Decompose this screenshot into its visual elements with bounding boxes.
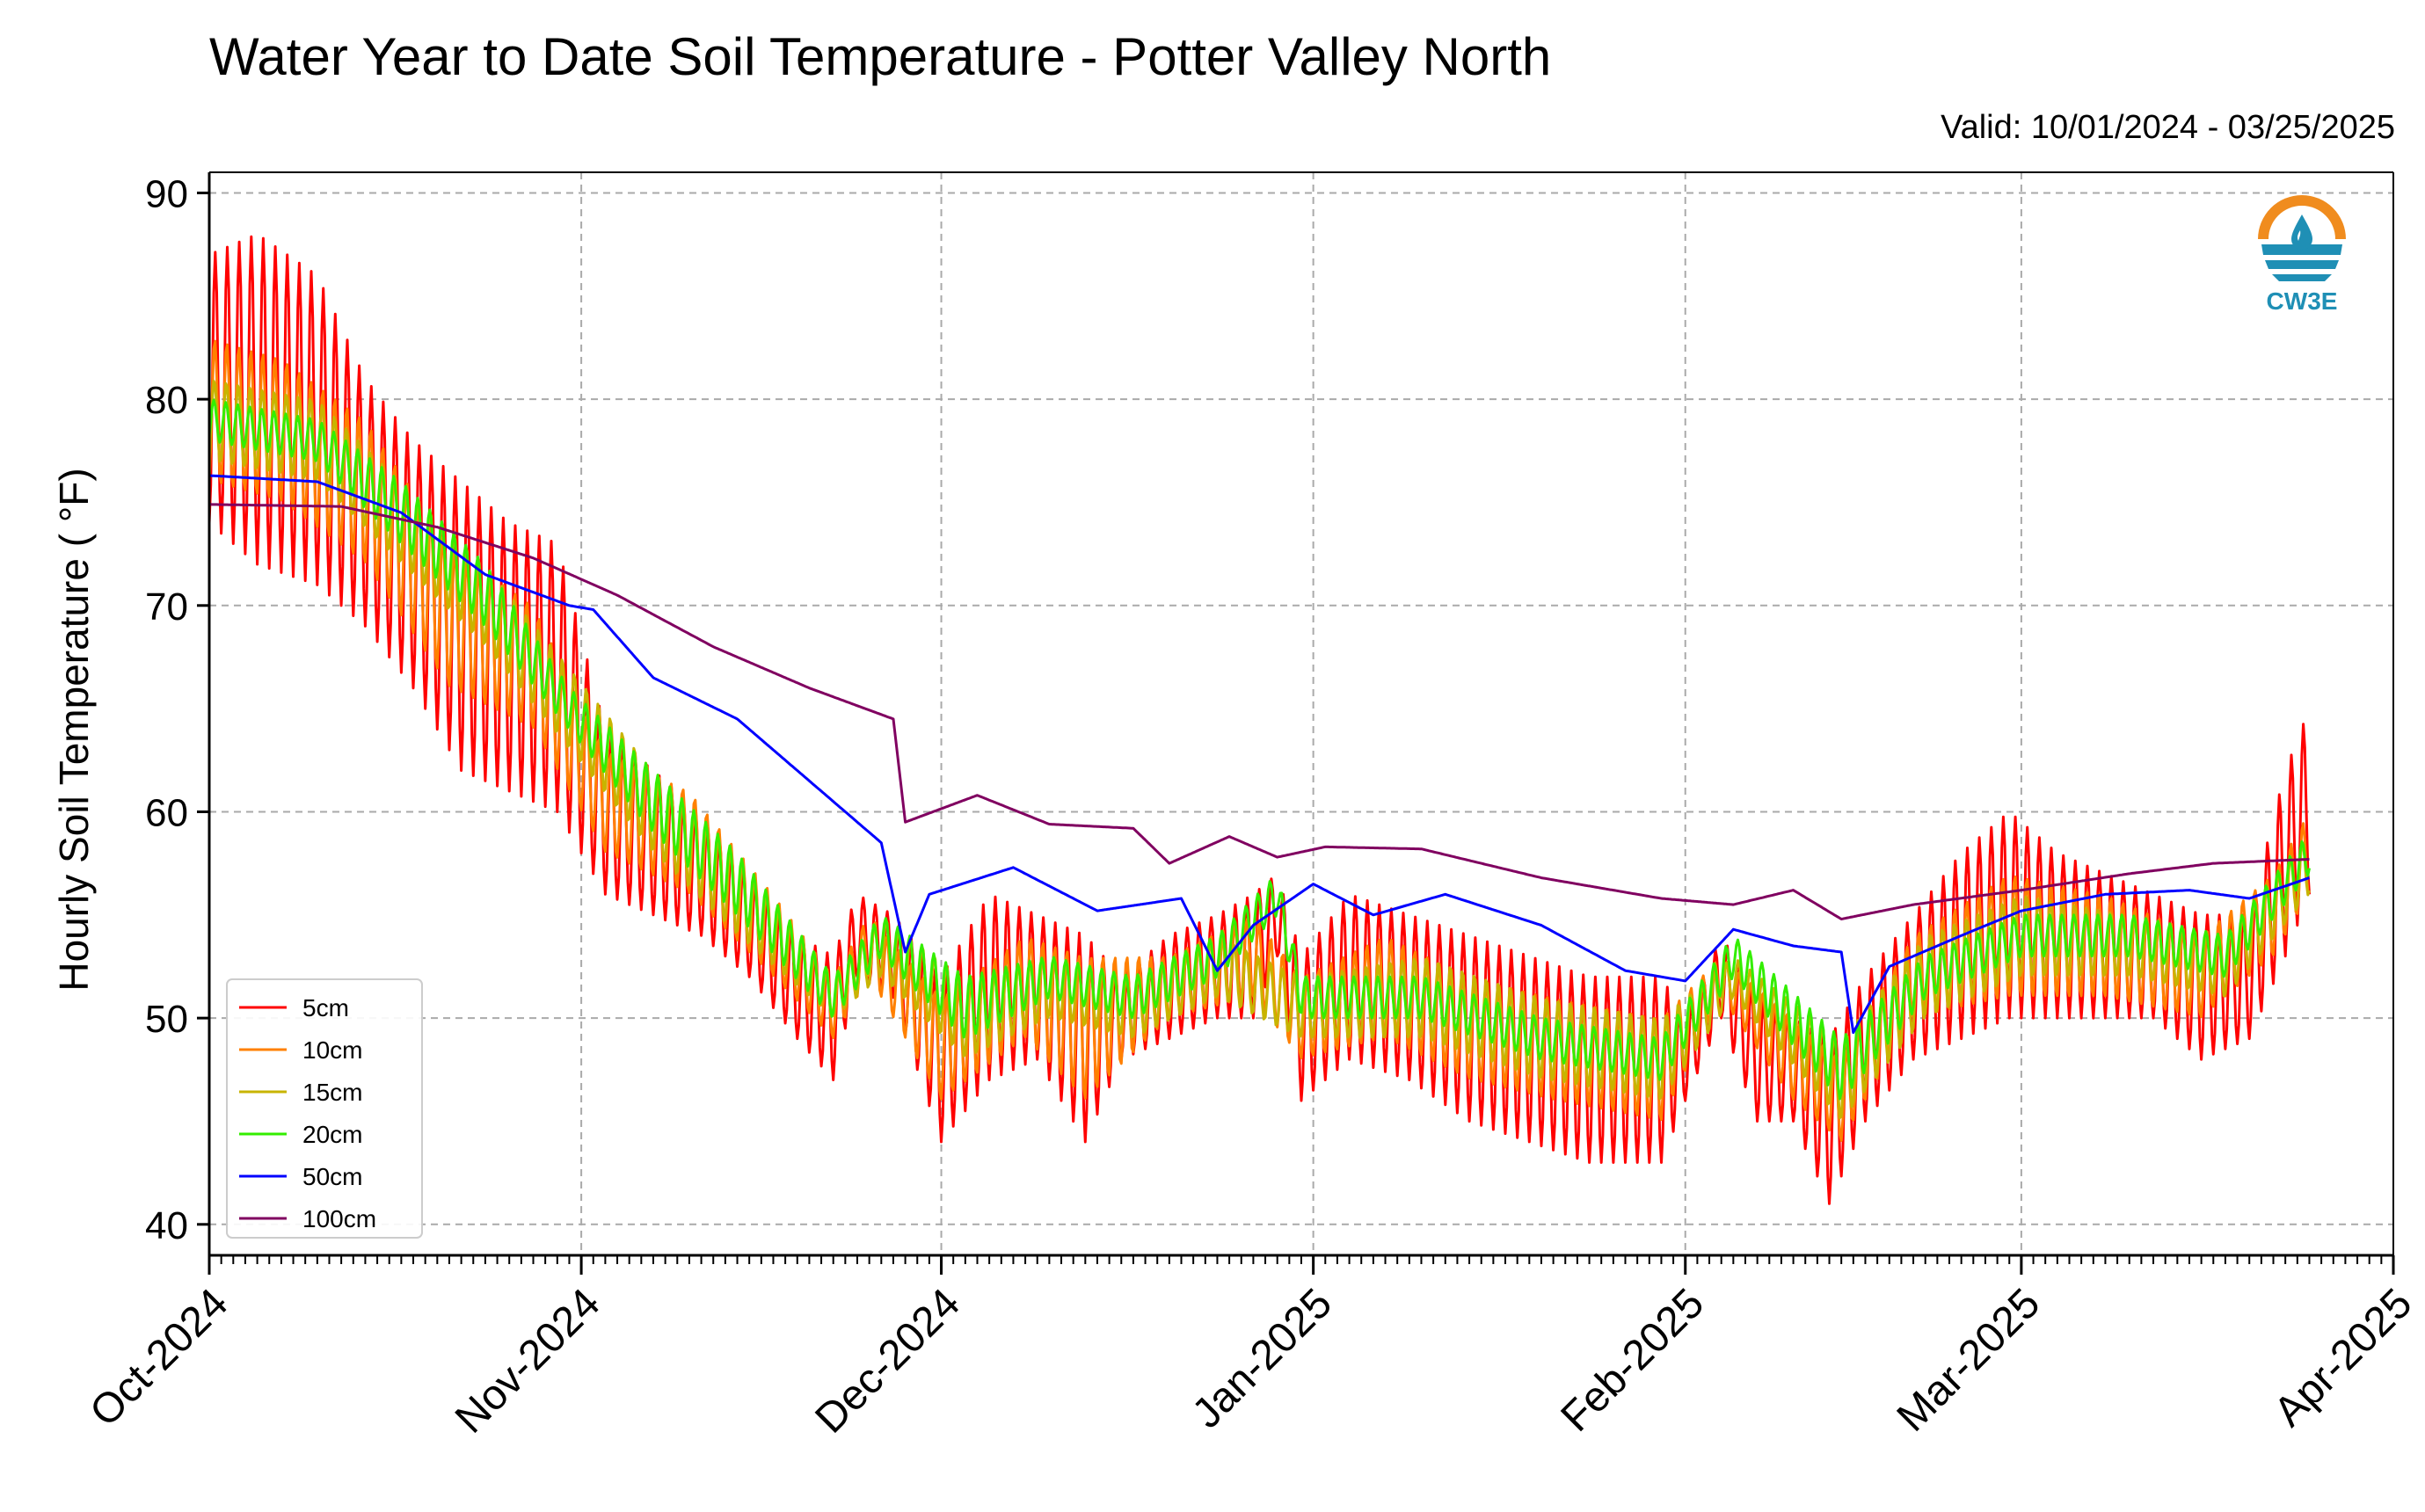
- x-tick-label: Apr-2025: [2265, 1280, 2421, 1436]
- legend-label: 100cm: [302, 1205, 376, 1232]
- x-tick-label: Jan-2025: [1183, 1280, 1341, 1437]
- y-tick-label: 80: [145, 379, 188, 422]
- water-drop-sun-icon: CW3E: [2258, 195, 2346, 315]
- legend-label: 15cm: [302, 1079, 362, 1106]
- series-line-50cm: [208, 474, 2310, 1035]
- x-tick-label: Mar-2025: [1889, 1280, 2050, 1441]
- chart-title: Water Year to Date Soil Temperature - Po…: [209, 27, 1552, 86]
- y-tick-label: 70: [145, 585, 188, 629]
- legend: [226, 978, 423, 1239]
- y-tick-label: 50: [145, 998, 188, 1041]
- legend-label: 50cm: [302, 1163, 362, 1190]
- x-tick-label: Nov-2024: [447, 1280, 609, 1443]
- legend-label: 20cm: [302, 1121, 362, 1148]
- legend-label: 10cm: [302, 1036, 362, 1064]
- y-tick-label: 90: [145, 172, 188, 215]
- series-line-15cm: [208, 380, 2311, 1120]
- logo-text: CW3E: [2267, 287, 2338, 315]
- series-line-20cm: [208, 398, 2311, 1101]
- x-tick-label: Feb-2025: [1553, 1280, 1714, 1441]
- series-line-100cm: [209, 503, 2310, 920]
- legend-label: 5cm: [302, 994, 349, 1021]
- y-tick-label: 40: [145, 1204, 188, 1247]
- y-tick-label: 60: [145, 791, 188, 834]
- x-tick-label: Oct-2024: [81, 1280, 237, 1436]
- valid-date-range: Valid: 10/01/2024 - 03/25/2025: [1941, 109, 2395, 146]
- cw3e-logo: CW3E: [2249, 186, 2355, 318]
- series-line-5cm: [208, 235, 2311, 1205]
- x-tick-label: Dec-2024: [806, 1280, 969, 1443]
